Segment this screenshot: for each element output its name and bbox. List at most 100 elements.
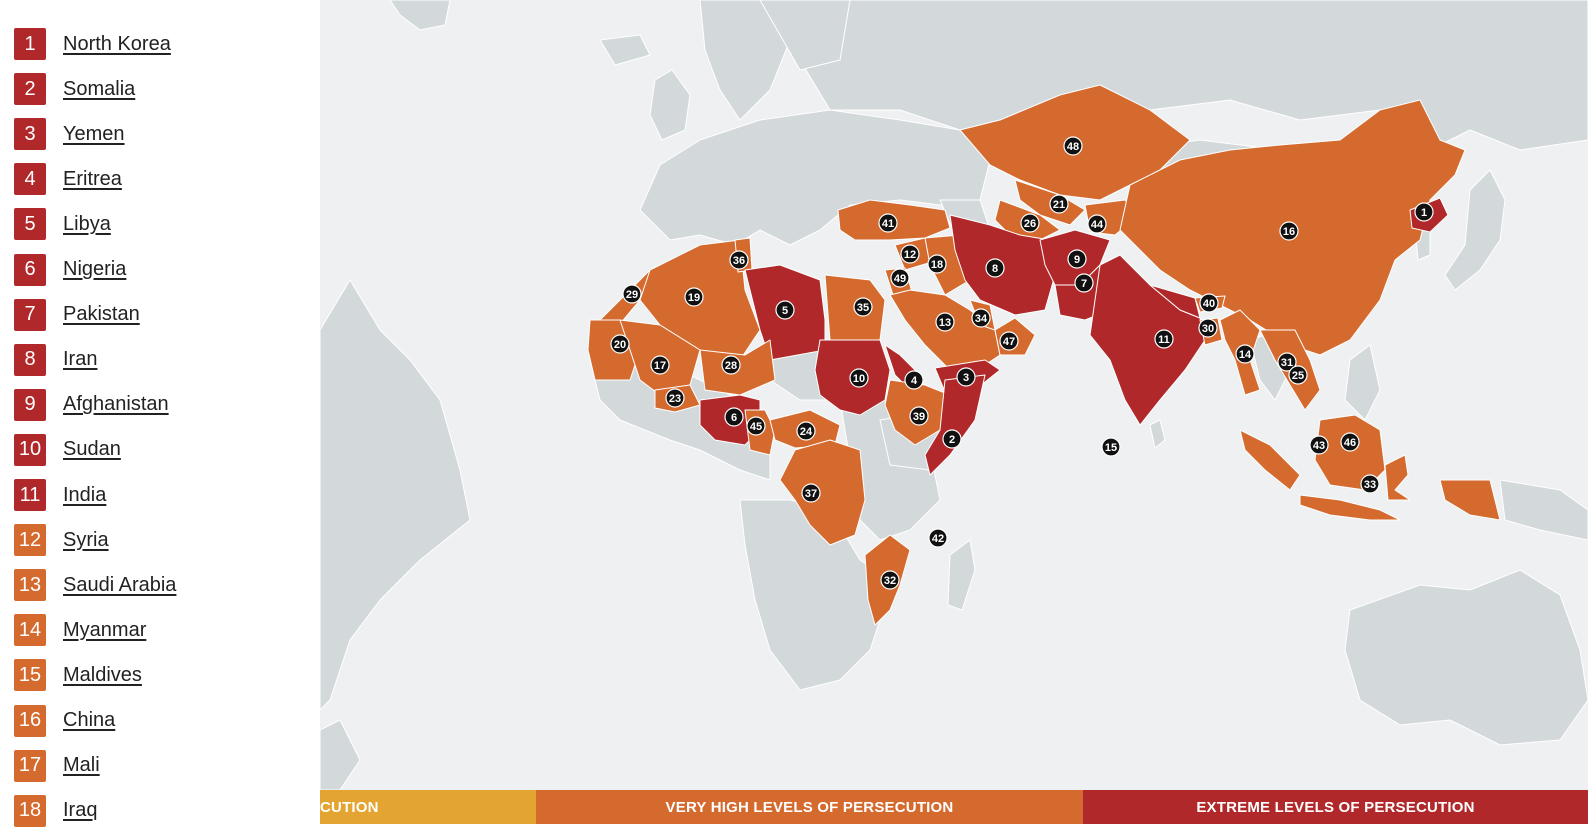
map-marker[interactable]: 12 <box>900 244 920 264</box>
country-link[interactable]: India <box>63 483 107 506</box>
country-link[interactable]: China <box>63 709 116 731</box>
country-link[interactable]: Nigeria <box>63 258 127 280</box>
map-marker[interactable]: 33 <box>1360 474 1380 494</box>
map-marker[interactable]: 43 <box>1309 435 1329 455</box>
map-marker[interactable]: 34 <box>971 308 991 328</box>
country-link[interactable]: Libya <box>63 212 111 235</box>
country-somalia-2 <box>924 374 986 476</box>
ranking-item[interactable]: 10 Sudan <box>14 433 121 466</box>
map-marker[interactable]: 32 <box>880 570 900 590</box>
map-marker[interactable]: 8 <box>985 258 1005 278</box>
map-marker[interactable]: 28 <box>721 355 741 375</box>
legend-very-high: VERY HIGH LEVELS OF PERSECUTION <box>536 790 1083 824</box>
country-link[interactable]: North Korea <box>63 32 171 55</box>
marker-dot <box>880 570 900 590</box>
ranking-item[interactable]: 12 Syria <box>14 524 109 557</box>
marker-label: 34 <box>975 313 988 325</box>
ranking-item[interactable]: 14 Myanmar <box>14 614 147 647</box>
map-marker[interactable]: 11 <box>1154 329 1174 349</box>
ranking-item[interactable]: 6 Nigeria <box>14 253 127 286</box>
map-marker[interactable]: 40 <box>1199 293 1219 313</box>
marker-dot <box>849 368 869 388</box>
map-marker[interactable]: 45 <box>746 416 766 436</box>
ranking-item[interactable]: 4 Eritrea <box>14 163 122 196</box>
map-marker[interactable]: 35 <box>853 297 873 317</box>
ranking-item[interactable]: 2 Somalia <box>14 73 136 106</box>
country-link[interactable]: Iraq <box>63 799 98 822</box>
map-marker[interactable]: 31 <box>1277 352 1297 372</box>
ranking-item[interactable]: 18 Iraq <box>14 794 98 827</box>
map-marker[interactable]: 3 <box>956 367 976 387</box>
rank-badge: 12 <box>14 524 46 557</box>
map-marker[interactable]: 25 <box>1288 365 1308 385</box>
country-link[interactable]: Syria <box>63 528 109 551</box>
map-marker[interactable]: 20 <box>610 334 630 354</box>
rank-badge: 3 <box>14 118 46 151</box>
ranking-item[interactable]: 5 Libya <box>14 208 111 241</box>
map-marker[interactable]: 26 <box>1020 213 1040 233</box>
country-link[interactable]: Myanmar <box>63 618 147 641</box>
ranking-item[interactable]: 7 Pakistan <box>14 298 140 331</box>
country-link[interactable]: Iran <box>63 348 98 371</box>
map-marker[interactable]: 48 <box>1063 136 1083 156</box>
map-marker[interactable]: 5 <box>775 300 795 320</box>
marker-dot <box>1049 194 1069 214</box>
country-link[interactable]: Somalia <box>63 77 136 100</box>
map-marker[interactable]: 18 <box>927 254 947 274</box>
country-link[interactable]: Sudan <box>63 438 121 461</box>
map-marker[interactable]: 6 <box>724 407 744 427</box>
ranking-item[interactable]: 15 Maldives <box>14 659 142 692</box>
marker-dot <box>1309 435 1329 455</box>
country-link[interactable]: Maldives <box>63 663 142 686</box>
map-marker[interactable]: 24 <box>796 421 816 441</box>
map-marker[interactable]: 21 <box>1049 194 1069 214</box>
map-marker[interactable]: 15 <box>1101 437 1121 457</box>
map-marker[interactable]: 37 <box>801 483 821 503</box>
map-marker[interactable]: 49 <box>890 268 910 288</box>
ranking-item[interactable]: 13 Saudi Arabia <box>14 569 177 602</box>
country-link[interactable]: Eritrea <box>63 167 122 190</box>
country-link[interactable]: Saudi Arabia <box>63 573 177 596</box>
map-marker[interactable]: 19 <box>684 287 704 307</box>
map-marker[interactable]: 17 <box>650 355 670 375</box>
map-marker[interactable]: 42 <box>928 528 948 548</box>
ranking-item[interactable]: 1 North Korea <box>14 28 171 60</box>
map-marker[interactable]: 14 <box>1235 344 1255 364</box>
map-marker[interactable]: 29 <box>622 284 642 304</box>
ranking-item[interactable]: 9 Afghanistan <box>14 388 169 421</box>
legend-label: EXTREME LEVELS OF PERSECUTION <box>1196 798 1475 816</box>
country-link[interactable]: Yemen <box>63 122 125 145</box>
marker-label: 47 <box>1003 336 1015 348</box>
map-marker[interactable]: 41 <box>878 213 898 233</box>
map-marker[interactable]: 44 <box>1087 214 1107 234</box>
world-map[interactable]: 48 21 26 44 41 12 18 49 16 1 8 9 7 36 29 19 5 35 13 34 47 40 3… <box>320 0 1588 840</box>
marker-dot <box>1067 249 1087 269</box>
map-marker[interactable]: 9 <box>1067 249 1087 269</box>
map-marker[interactable]: 16 <box>1279 221 1299 241</box>
map-marker[interactable]: 23 <box>665 388 685 408</box>
marker-dot <box>900 244 920 264</box>
map-marker[interactable]: 10 <box>849 368 869 388</box>
marker-dot <box>1199 293 1219 313</box>
map-marker[interactable]: 30 <box>1198 318 1218 338</box>
map-marker[interactable]: 4 <box>904 370 924 390</box>
ranking-item[interactable]: 8 Iran <box>14 343 98 376</box>
map-marker[interactable]: 1 <box>1414 202 1434 222</box>
map-marker[interactable]: 7 <box>1074 273 1094 293</box>
map-marker[interactable]: 2 <box>942 429 962 449</box>
map-marker[interactable]: 46 <box>1340 432 1360 452</box>
map-marker[interactable]: 13 <box>935 312 955 332</box>
ranking-item[interactable]: 11 India <box>14 479 106 511</box>
country-link[interactable]: Mali <box>63 754 100 777</box>
marker-dot <box>904 370 924 390</box>
map-marker[interactable]: 39 <box>909 406 929 426</box>
map-marker[interactable]: 36 <box>729 250 749 270</box>
ranking-item[interactable]: 17 Mali <box>14 749 100 782</box>
map-marker[interactable]: 47 <box>999 331 1019 351</box>
land-scandinavia-north <box>759 0 851 71</box>
ranking-item[interactable]: 16 China <box>14 704 116 737</box>
country-link[interactable]: Afghanistan <box>63 393 169 416</box>
country-link[interactable]: Pakistan <box>63 303 140 326</box>
ranking-item[interactable]: 3 Yemen <box>14 118 125 151</box>
